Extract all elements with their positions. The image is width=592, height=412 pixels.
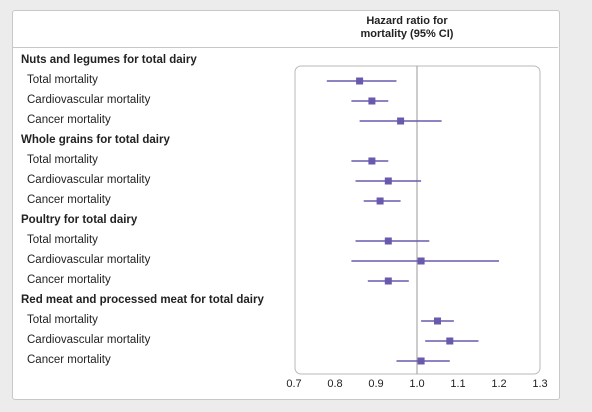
column-title-line-2: mortality (95% CI)	[360, 28, 454, 40]
group-label: Poultry for total dairy	[21, 214, 138, 226]
x-tick-label: 1.3	[532, 378, 547, 390]
group-label: Nuts and legumes for total dairy	[21, 54, 197, 66]
row-label: Cancer mortality	[27, 114, 111, 126]
x-tick-label: 0.9	[368, 378, 383, 390]
x-tick-label: 0.7	[286, 378, 301, 390]
chart-card	[12, 10, 560, 400]
row-label: Total mortality	[27, 74, 98, 86]
header-divider	[12, 47, 558, 48]
row-label: Cardiovascular mortality	[27, 254, 151, 266]
row-label: Total mortality	[27, 154, 98, 166]
row-label: Cardiovascular mortality	[27, 94, 151, 106]
hr-marker	[384, 177, 392, 185]
hr-marker	[434, 317, 441, 325]
row-label: Cancer mortality	[27, 354, 111, 366]
hr-marker	[417, 357, 425, 365]
hr-marker	[384, 237, 392, 245]
hr-marker	[368, 97, 376, 105]
row-label: Cardiovascular mortality	[27, 174, 151, 186]
row-label: Cardiovascular mortality	[27, 334, 151, 346]
hr-marker	[376, 197, 384, 205]
hr-marker	[368, 157, 376, 165]
hr-marker	[356, 77, 364, 85]
row-label: Total mortality	[27, 314, 98, 326]
row-label: Cancer mortality	[27, 194, 111, 206]
group-label: Whole grains for total dairy	[21, 134, 170, 146]
x-tick-label: 1.0	[409, 378, 424, 390]
hr-marker	[446, 337, 454, 345]
row-label: Total mortality	[27, 234, 98, 246]
hr-marker	[397, 117, 405, 125]
column-title-line-1: Hazard ratio for	[366, 15, 448, 27]
x-tick-label: 0.8	[327, 378, 342, 390]
x-tick-label: 1.2	[491, 378, 506, 390]
row-label: Cancer mortality	[27, 274, 111, 286]
group-label: Red meat and processed meat for total da…	[21, 294, 264, 306]
hr-marker	[384, 277, 392, 285]
x-tick-label: 1.1	[450, 378, 465, 390]
hr-marker	[417, 257, 425, 265]
column-title: Hazard ratio for mortality (95% CI)	[332, 15, 482, 41]
